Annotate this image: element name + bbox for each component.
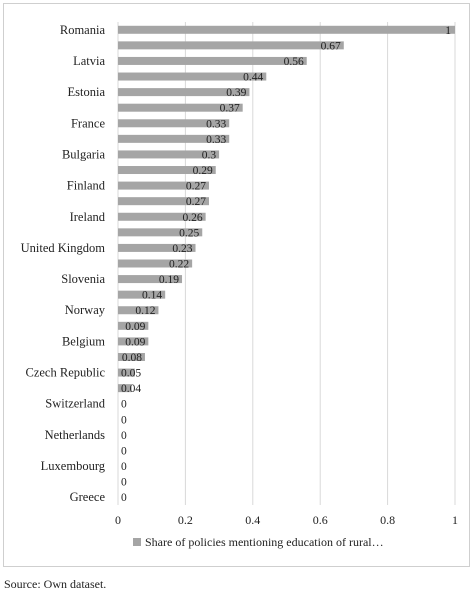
data-label: 0.27 xyxy=(186,181,206,193)
bar xyxy=(118,212,206,221)
bar xyxy=(118,134,230,143)
bar xyxy=(118,41,344,50)
data-label: 1 xyxy=(445,25,451,37)
data-label: 0.26 xyxy=(182,212,202,224)
category-label: Romania xyxy=(60,23,106,37)
bar xyxy=(118,119,230,128)
bar xyxy=(118,197,209,206)
bar xyxy=(118,321,149,330)
category-label: France xyxy=(71,116,105,130)
data-label: 0.67 xyxy=(321,40,341,52)
data-label: 0 xyxy=(121,492,127,504)
data-label: 0.25 xyxy=(179,227,199,239)
category-label: Greece xyxy=(70,490,106,504)
category-label: Netherlands xyxy=(45,428,106,442)
bar-chart: 0 0.2 0.4 0.6 0.8 1 1 Romania 0.67 0.56 Latvia 0.44… xyxy=(21,22,458,549)
data-label: 0.12 xyxy=(135,305,155,317)
category-label: Estonia xyxy=(68,85,106,99)
category-label: Latvia xyxy=(73,54,105,68)
data-label: 0.44 xyxy=(243,72,263,84)
category-label: United Kingdom xyxy=(21,241,106,255)
data-label: 0.56 xyxy=(284,56,304,68)
bar xyxy=(118,259,193,268)
bar xyxy=(118,275,183,284)
bar xyxy=(118,306,159,315)
data-label: 0.37 xyxy=(220,103,240,115)
data-label: 0.04 xyxy=(121,383,141,395)
bar xyxy=(118,72,267,81)
x-tick-label: 0 xyxy=(115,513,121,527)
bar xyxy=(118,228,203,237)
x-tick-label: 0.4 xyxy=(245,513,260,527)
bar xyxy=(118,166,216,175)
x-tick-label: 0.8 xyxy=(380,513,395,527)
bar xyxy=(118,88,250,97)
bar xyxy=(118,243,196,252)
data-label: 0 xyxy=(121,477,127,489)
category-label: Switzerland xyxy=(45,397,105,411)
category-label: Norway xyxy=(65,303,106,317)
data-label: 0 xyxy=(121,461,127,473)
legend-label: Share of policies mentioning education o… xyxy=(145,535,384,549)
category-label: Finland xyxy=(67,179,106,193)
category-label: Slovenia xyxy=(61,272,105,286)
x-tick-label: 0.6 xyxy=(313,513,328,527)
data-label: 0 xyxy=(121,430,127,442)
category-label: Luxembourg xyxy=(41,459,106,473)
bar xyxy=(118,150,220,159)
legend-swatch xyxy=(133,538,141,546)
bar xyxy=(118,384,132,393)
bar xyxy=(118,290,166,299)
data-label: 0.33 xyxy=(206,118,226,130)
bar xyxy=(118,103,243,112)
data-label: 0.05 xyxy=(121,368,141,380)
bar xyxy=(118,25,455,34)
data-label: 0.19 xyxy=(159,274,179,286)
bar xyxy=(118,368,135,377)
data-label: 0.27 xyxy=(186,196,206,208)
bar xyxy=(118,337,149,346)
x-tick-label: 1 xyxy=(452,513,458,527)
data-label: 0.29 xyxy=(193,165,213,177)
category-label: Czech Republic xyxy=(26,366,106,380)
category-label: Bulgaria xyxy=(62,147,105,161)
bar xyxy=(118,181,209,190)
bar xyxy=(118,352,145,361)
data-label: 0.09 xyxy=(125,336,145,348)
data-label: 0 xyxy=(121,399,127,411)
source-note: Source: Own dataset. xyxy=(4,577,107,591)
data-label: 0 xyxy=(121,414,127,426)
data-label: 0.09 xyxy=(125,321,145,333)
data-label: 0.14 xyxy=(142,290,162,302)
data-label: 0.39 xyxy=(226,87,246,99)
category-label: Belgium xyxy=(62,334,105,348)
chart-frame: 0 0.2 0.4 0.6 0.8 1 1 Romania 0.67 0.56 Latvia 0.44… xyxy=(3,3,470,567)
data-label: 0.22 xyxy=(169,259,189,271)
category-label: Ireland xyxy=(70,210,106,224)
x-tick-label: 0.2 xyxy=(178,513,193,527)
data-label: 0.33 xyxy=(206,134,226,146)
data-label: 0.08 xyxy=(122,352,142,364)
data-label: 0 xyxy=(121,445,127,457)
data-label: 0.3 xyxy=(202,149,217,161)
data-label: 0.23 xyxy=(172,243,192,255)
bar xyxy=(118,56,307,65)
